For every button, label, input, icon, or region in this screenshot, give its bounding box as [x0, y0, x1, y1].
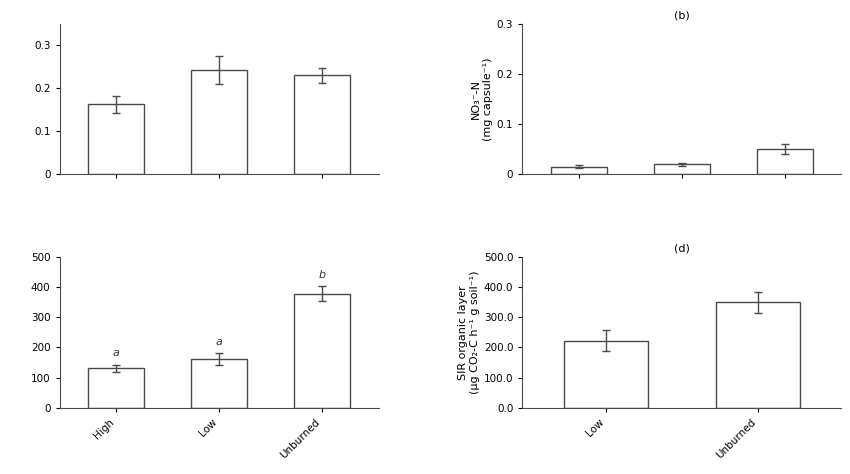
Bar	[294, 75, 350, 174]
Title: (d): (d)	[674, 244, 690, 254]
Text: a: a	[113, 348, 120, 358]
Bar	[294, 294, 350, 408]
Text: b: b	[319, 270, 326, 280]
Y-axis label: SIR organic layer
(µg CO₂-C h⁻¹ g soil⁻¹): SIR organic layer (µg CO₂-C h⁻¹ g soil⁻¹…	[458, 271, 479, 394]
Bar	[654, 164, 711, 174]
Bar	[716, 302, 800, 408]
Bar	[190, 359, 247, 408]
Title: (b): (b)	[674, 10, 690, 20]
Bar	[88, 368, 144, 408]
Bar	[88, 104, 144, 174]
Text: a: a	[216, 337, 223, 346]
Bar	[564, 341, 648, 408]
Bar	[756, 149, 813, 174]
Bar	[551, 167, 607, 174]
Y-axis label: NO₃⁻-N
(mg capsule⁻¹): NO₃⁻-N (mg capsule⁻¹)	[471, 57, 493, 141]
Bar	[190, 70, 247, 174]
